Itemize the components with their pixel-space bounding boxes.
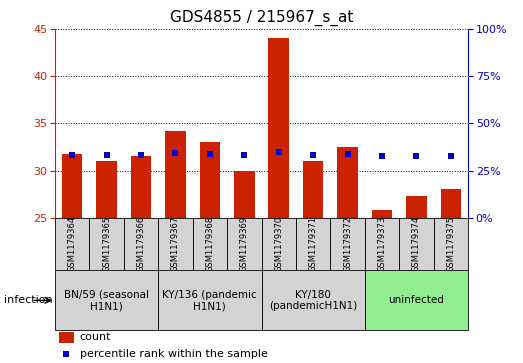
Bar bbox=[303, 161, 323, 218]
Text: GSM1179373: GSM1179373 bbox=[378, 216, 386, 272]
FancyBboxPatch shape bbox=[55, 218, 89, 270]
Text: GSM1179374: GSM1179374 bbox=[412, 216, 421, 272]
Text: GSM1179375: GSM1179375 bbox=[446, 216, 456, 272]
Text: infection: infection bbox=[4, 295, 52, 305]
Point bbox=[62, 351, 71, 357]
Point bbox=[171, 150, 179, 156]
Point bbox=[206, 151, 214, 156]
Point bbox=[447, 152, 455, 158]
Text: uninfected: uninfected bbox=[389, 295, 445, 305]
Text: KY/180
(pandemicH1N1): KY/180 (pandemicH1N1) bbox=[269, 290, 357, 311]
Text: count: count bbox=[79, 333, 111, 342]
Bar bbox=[337, 147, 358, 218]
Bar bbox=[440, 189, 461, 218]
Bar bbox=[406, 196, 427, 218]
FancyBboxPatch shape bbox=[331, 218, 365, 270]
Text: GSM1179370: GSM1179370 bbox=[274, 216, 283, 272]
FancyBboxPatch shape bbox=[434, 218, 468, 270]
Bar bbox=[62, 154, 83, 218]
Bar bbox=[199, 142, 220, 218]
FancyBboxPatch shape bbox=[365, 270, 468, 330]
Text: GSM1179372: GSM1179372 bbox=[343, 216, 352, 272]
Text: GSM1179365: GSM1179365 bbox=[102, 216, 111, 272]
Point bbox=[103, 152, 111, 158]
FancyBboxPatch shape bbox=[227, 218, 262, 270]
Bar bbox=[372, 210, 392, 218]
Bar bbox=[131, 156, 151, 218]
Text: GSM1179368: GSM1179368 bbox=[206, 216, 214, 272]
FancyBboxPatch shape bbox=[262, 218, 296, 270]
FancyBboxPatch shape bbox=[55, 270, 158, 330]
Text: GSM1179364: GSM1179364 bbox=[67, 216, 77, 272]
Point bbox=[275, 149, 283, 155]
Point bbox=[68, 152, 76, 158]
Bar bbox=[268, 38, 289, 218]
Point bbox=[412, 152, 420, 158]
Text: GSM1179366: GSM1179366 bbox=[137, 216, 145, 272]
Bar bbox=[96, 161, 117, 218]
Point bbox=[378, 154, 386, 159]
FancyBboxPatch shape bbox=[192, 218, 227, 270]
FancyBboxPatch shape bbox=[365, 218, 399, 270]
Text: percentile rank within the sample: percentile rank within the sample bbox=[79, 349, 268, 359]
Bar bbox=[59, 332, 74, 343]
FancyBboxPatch shape bbox=[158, 270, 262, 330]
FancyBboxPatch shape bbox=[158, 218, 192, 270]
Bar bbox=[165, 131, 186, 218]
FancyBboxPatch shape bbox=[89, 218, 124, 270]
Text: KY/136 (pandemic
H1N1): KY/136 (pandemic H1N1) bbox=[163, 290, 257, 311]
Point bbox=[240, 152, 248, 158]
Text: GSM1179369: GSM1179369 bbox=[240, 216, 249, 272]
Bar bbox=[234, 171, 255, 218]
Title: GDS4855 / 215967_s_at: GDS4855 / 215967_s_at bbox=[170, 10, 353, 26]
FancyBboxPatch shape bbox=[296, 218, 331, 270]
Text: GSM1179371: GSM1179371 bbox=[309, 216, 317, 272]
FancyBboxPatch shape bbox=[124, 218, 158, 270]
Text: BN/59 (seasonal
H1N1): BN/59 (seasonal H1N1) bbox=[64, 290, 149, 311]
Point bbox=[309, 152, 317, 158]
Text: GSM1179367: GSM1179367 bbox=[171, 216, 180, 272]
FancyBboxPatch shape bbox=[399, 218, 434, 270]
Point bbox=[344, 151, 352, 156]
FancyBboxPatch shape bbox=[262, 270, 365, 330]
Point bbox=[137, 152, 145, 158]
